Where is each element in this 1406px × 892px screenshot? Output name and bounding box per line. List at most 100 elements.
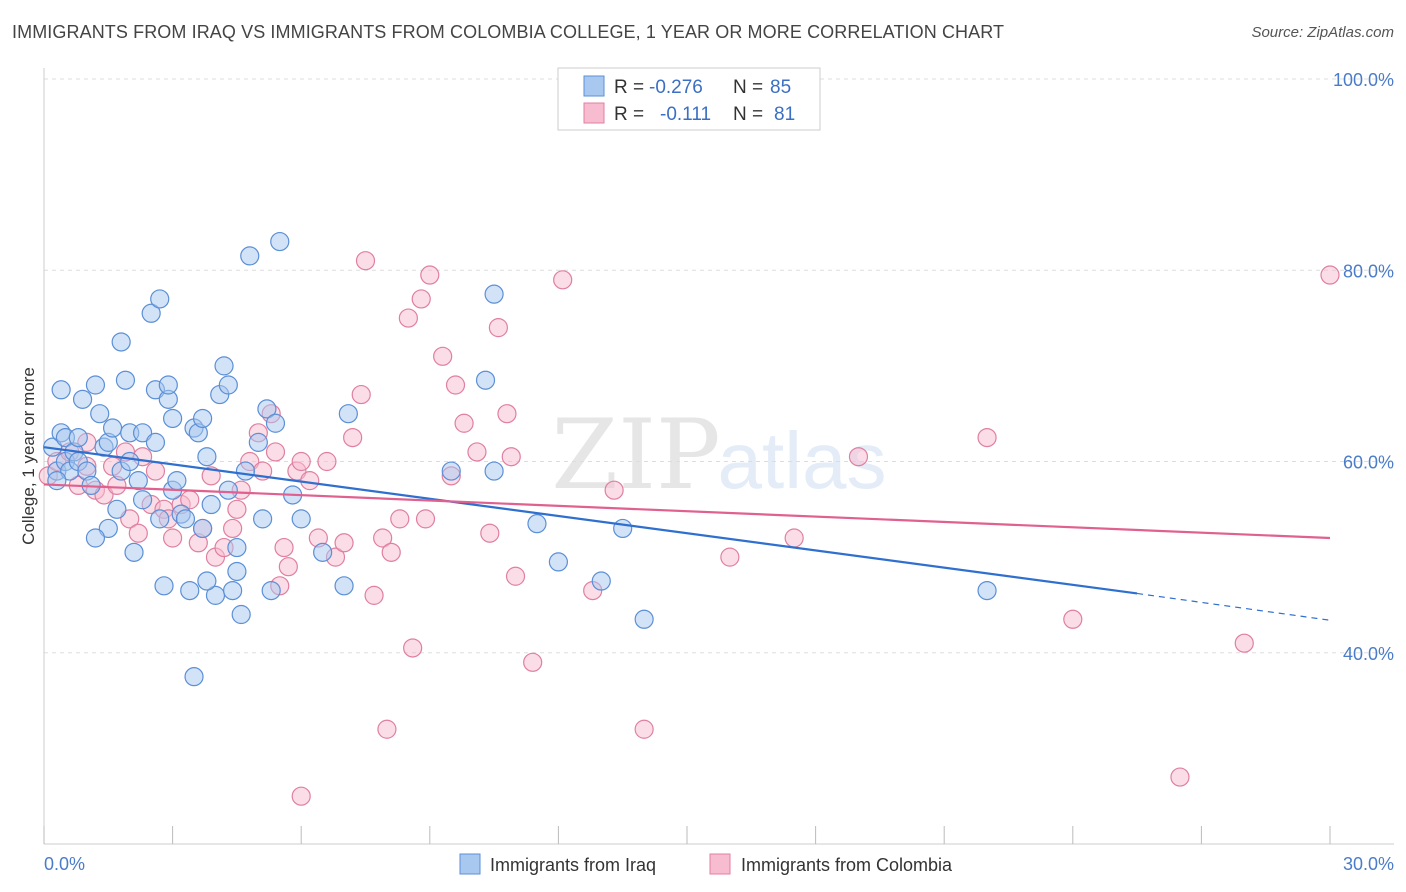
colombia-point-52 xyxy=(411,289,431,309)
colombia-point-79 xyxy=(1170,767,1190,787)
legend-colombia-r-value: -0.111 xyxy=(660,104,711,125)
y-axis-label: College, 1 year or more xyxy=(19,367,38,545)
bottom-legend-colombia-label: Immigrants from Colombia xyxy=(741,855,953,875)
colombia-point-64 xyxy=(505,566,526,586)
colombia-point-50 xyxy=(398,308,418,328)
iraq-point-22 xyxy=(115,370,136,390)
colombia-point-53 xyxy=(415,509,436,529)
iraq-point-27 xyxy=(132,423,153,443)
iraq-point-66 xyxy=(313,542,333,562)
colombia-point-77 xyxy=(291,786,311,806)
colombia-point-62 xyxy=(497,404,517,424)
iraq-point-80 xyxy=(132,490,153,510)
iraq-point-79 xyxy=(291,509,311,529)
iraq-point-52 xyxy=(218,480,238,500)
colombia-point-63 xyxy=(501,447,521,467)
legend-iraq-n-label: N = xyxy=(733,77,763,98)
iraq-point-18 xyxy=(102,418,123,438)
iraq-point-34 xyxy=(158,375,178,395)
colombia-point-68 xyxy=(604,480,624,500)
iraq-point-3 xyxy=(51,380,71,400)
iraq-point-69 xyxy=(441,461,461,481)
iraq-point-76 xyxy=(613,518,633,539)
trendline-colombia xyxy=(43,483,1331,540)
trendlines xyxy=(43,446,1331,621)
iraq-point-61 xyxy=(257,399,277,419)
iraq-point-10 xyxy=(72,389,93,409)
y-tick-label-60: 60.0% xyxy=(1343,453,1394,473)
y-tick-labels: 40.0% 60.0% 80.0% 100.0% xyxy=(1333,70,1394,664)
iraq-point-28 xyxy=(141,303,161,323)
bottom-legend-iraq-swatch xyxy=(459,853,481,875)
colombia-point-65 xyxy=(523,652,543,672)
iraq-point-23 xyxy=(120,451,140,472)
iraq-point-54 xyxy=(227,561,247,582)
iraq-point-55 xyxy=(227,537,247,558)
bottom-legend-colombia-swatch xyxy=(709,853,731,875)
colombia-point-49 xyxy=(390,509,410,529)
iraq-point-77 xyxy=(634,609,654,629)
colombia-point-25 xyxy=(223,518,243,539)
trendline-iraq-extension xyxy=(1137,592,1331,621)
colombia-point-14 xyxy=(145,461,166,481)
colombia-point-32 xyxy=(265,442,286,462)
colombia-point-47 xyxy=(373,528,393,548)
iraq-point-67 xyxy=(334,576,354,596)
colombia-point-71 xyxy=(784,528,804,548)
iraq-point-70 xyxy=(475,370,496,390)
iraq-point-63 xyxy=(265,413,286,433)
iraq-point-73 xyxy=(527,514,547,534)
bottom-legend: Immigrants from Iraq Immigrants from Col… xyxy=(459,853,953,875)
iraq-point-39 xyxy=(175,509,196,529)
colombia-point-54 xyxy=(420,265,440,285)
colombia-point-37 xyxy=(291,451,311,472)
gridlines xyxy=(44,78,1394,654)
iraq-point-26 xyxy=(128,471,148,491)
colombia-point-55 xyxy=(433,346,453,366)
iraq-point-20 xyxy=(111,332,131,352)
series-iraq-points xyxy=(42,231,997,687)
colombia-point-46 xyxy=(364,585,384,605)
x-tick-label-min: 0.0% xyxy=(44,854,85,874)
x-tick-label-max: 30.0% xyxy=(1343,854,1394,874)
iraq-point-57 xyxy=(235,461,256,481)
bottom-legend-iraq-label: Immigrants from Iraq xyxy=(490,855,656,875)
iraq-point-40 xyxy=(180,580,200,601)
legend-iraq-r-label: R = xyxy=(614,77,644,98)
y-tick-label-40: 40.0% xyxy=(1343,644,1394,664)
legend-colombia-n-value: 81 xyxy=(774,104,795,125)
iraq-point-37 xyxy=(167,471,187,491)
iraq-point-45 xyxy=(193,408,213,429)
colombia-point-69 xyxy=(634,719,654,739)
iraq-point-44 xyxy=(193,518,213,539)
iraq-point-71 xyxy=(484,461,504,481)
colombia-point-43 xyxy=(343,427,363,448)
iraq-point-82 xyxy=(197,571,217,591)
colombia-point-10 xyxy=(120,509,140,529)
iraq-point-83 xyxy=(47,471,67,491)
colombia-point-51 xyxy=(403,638,423,658)
iraq-point-13 xyxy=(85,375,106,395)
colombia-point-59 xyxy=(467,442,487,462)
iraq-point-72 xyxy=(484,284,504,304)
chart-title: IMMIGRANTS FROM IRAQ VS IMMIGRANTS FROM … xyxy=(12,22,1005,42)
colombia-point-40 xyxy=(317,451,337,472)
iraq-point-84 xyxy=(145,432,166,452)
colombia-point-61 xyxy=(488,318,508,338)
colombia-point-26 xyxy=(227,499,247,519)
iraq-point-60 xyxy=(253,509,273,529)
colombia-point-22 xyxy=(201,466,221,486)
iraq-point-17 xyxy=(98,518,118,539)
iraq-point-56 xyxy=(231,604,251,625)
iraq-point-64 xyxy=(270,231,290,252)
iraq-point-68 xyxy=(338,404,358,424)
legend-colombia-r-label: R = xyxy=(614,104,644,125)
axes xyxy=(43,68,1394,845)
iraq-point-9 xyxy=(68,427,88,448)
iraq-point-62 xyxy=(261,580,281,601)
iraq-point-75 xyxy=(591,571,611,591)
colombia-point-17 xyxy=(163,528,183,548)
legend-colombia-swatch xyxy=(583,102,605,124)
colombia-point-44 xyxy=(351,384,371,405)
colombia-point-66 xyxy=(553,270,573,290)
